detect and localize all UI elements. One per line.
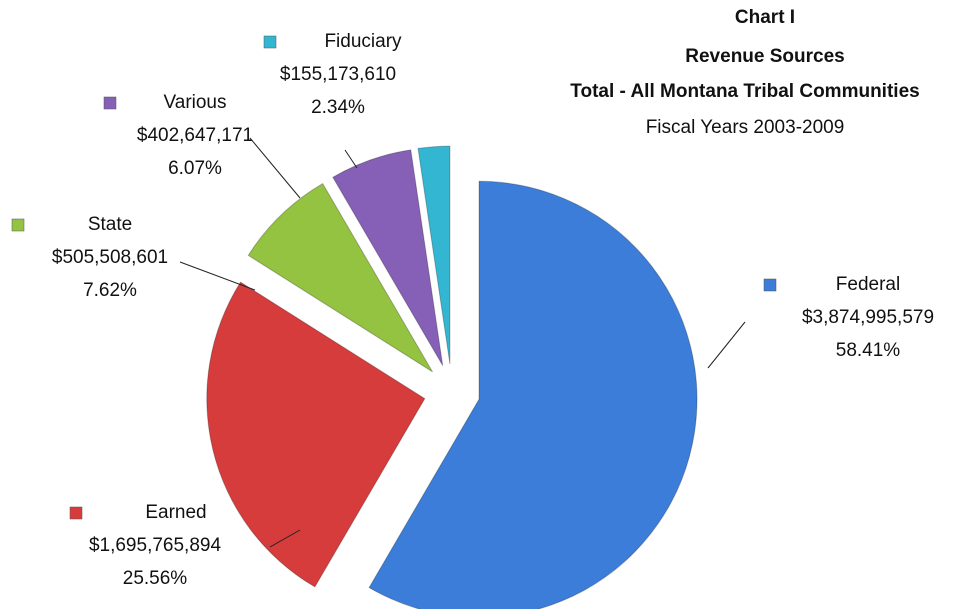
leader-line [249,137,301,199]
pie-slice [247,182,433,373]
legend-swatch [263,35,277,49]
slice-label-value: $1,695,765,894 [89,535,222,556]
leader-line [179,261,256,291]
chart-title: Chart I [735,7,795,28]
pie-slice [368,180,698,609]
pie-slice [206,281,426,588]
legend-swatch [763,278,777,292]
slice-label-percent: 58.41% [836,340,901,361]
slice-label-value: $155,173,610 [280,64,396,85]
slice-label-value: $505,508,601 [52,247,168,268]
slice-label-value: $3,874,995,579 [802,307,934,328]
legend-swatch [103,96,117,110]
leader-line [707,321,746,369]
leader-line [344,149,358,169]
slice-label-value: $402,647,171 [137,125,253,146]
legend-swatch [11,218,25,232]
leader-line [269,529,301,548]
pie-slice [332,149,444,366]
chart-title: Revenue Sources [685,46,844,67]
chart-subtitle: Fiscal Years 2003-2009 [646,117,845,138]
slice-label-percent: 25.56% [123,568,188,589]
legend-swatch [69,506,83,520]
chart-title: Total - All Montana Tribal Communities [570,81,919,102]
slice-label-name: Fiduciary [324,31,402,52]
slice-label-name: Earned [145,502,206,523]
slice-label-name: Federal [836,274,900,295]
slice-label-percent: 2.34% [311,97,365,118]
slice-label-name: Various [163,92,226,113]
slice-label-percent: 7.62% [83,280,137,301]
pie-slice [417,145,451,365]
slice-label-percent: 6.07% [168,158,222,179]
slice-label-name: State [88,214,132,235]
